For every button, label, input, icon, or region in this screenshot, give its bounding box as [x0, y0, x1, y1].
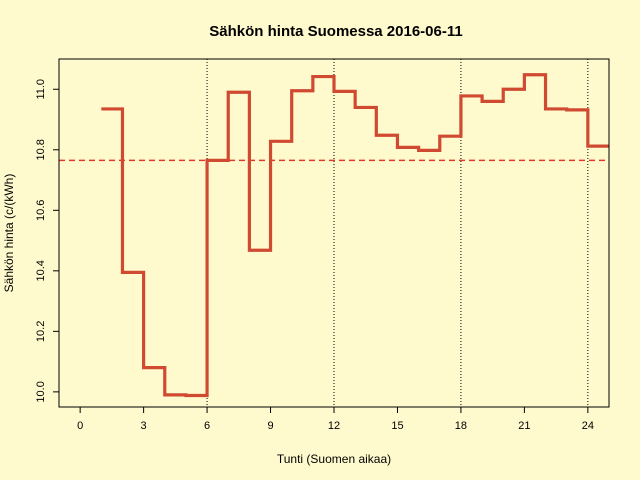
chart-title: Sähkön hinta Suomessa 2016-06-11 [209, 23, 462, 40]
y-tick-label: 10.6 [35, 200, 47, 221]
x-tick-label: 18 [455, 420, 467, 432]
x-tick-label: 3 [141, 420, 147, 432]
y-tick-label: 10.8 [35, 139, 47, 160]
y-axis-label: Sähkön hinta (c/(kWh) [2, 174, 16, 293]
y-tick-label: 10.2 [35, 321, 47, 342]
reference-lines [206, 59, 589, 407]
x-tick-label: 0 [77, 420, 83, 432]
x-tick-label: 15 [391, 420, 403, 432]
x-tick-label: 6 [204, 420, 210, 432]
y-tick-label: 10.4 [35, 260, 47, 281]
x-tick-label: 24 [582, 420, 594, 432]
x-tick-label: 9 [267, 420, 273, 432]
x-axis: 0 3 6 9 12 15 18 21 24 [77, 407, 594, 432]
series-group [101, 73, 609, 398]
y-tick-label: 11.0 [35, 79, 47, 100]
y-axis: 10.0 10.2 10.4 10.6 10.8 11.0 [35, 79, 59, 403]
x-axis-label: Tunti (Suomen aikaa) [277, 452, 391, 466]
series-line [101, 73, 609, 398]
y-tick-label: 10.0 [35, 381, 47, 402]
x-tick-label: 21 [518, 420, 530, 432]
x-tick-label: 12 [328, 420, 340, 432]
